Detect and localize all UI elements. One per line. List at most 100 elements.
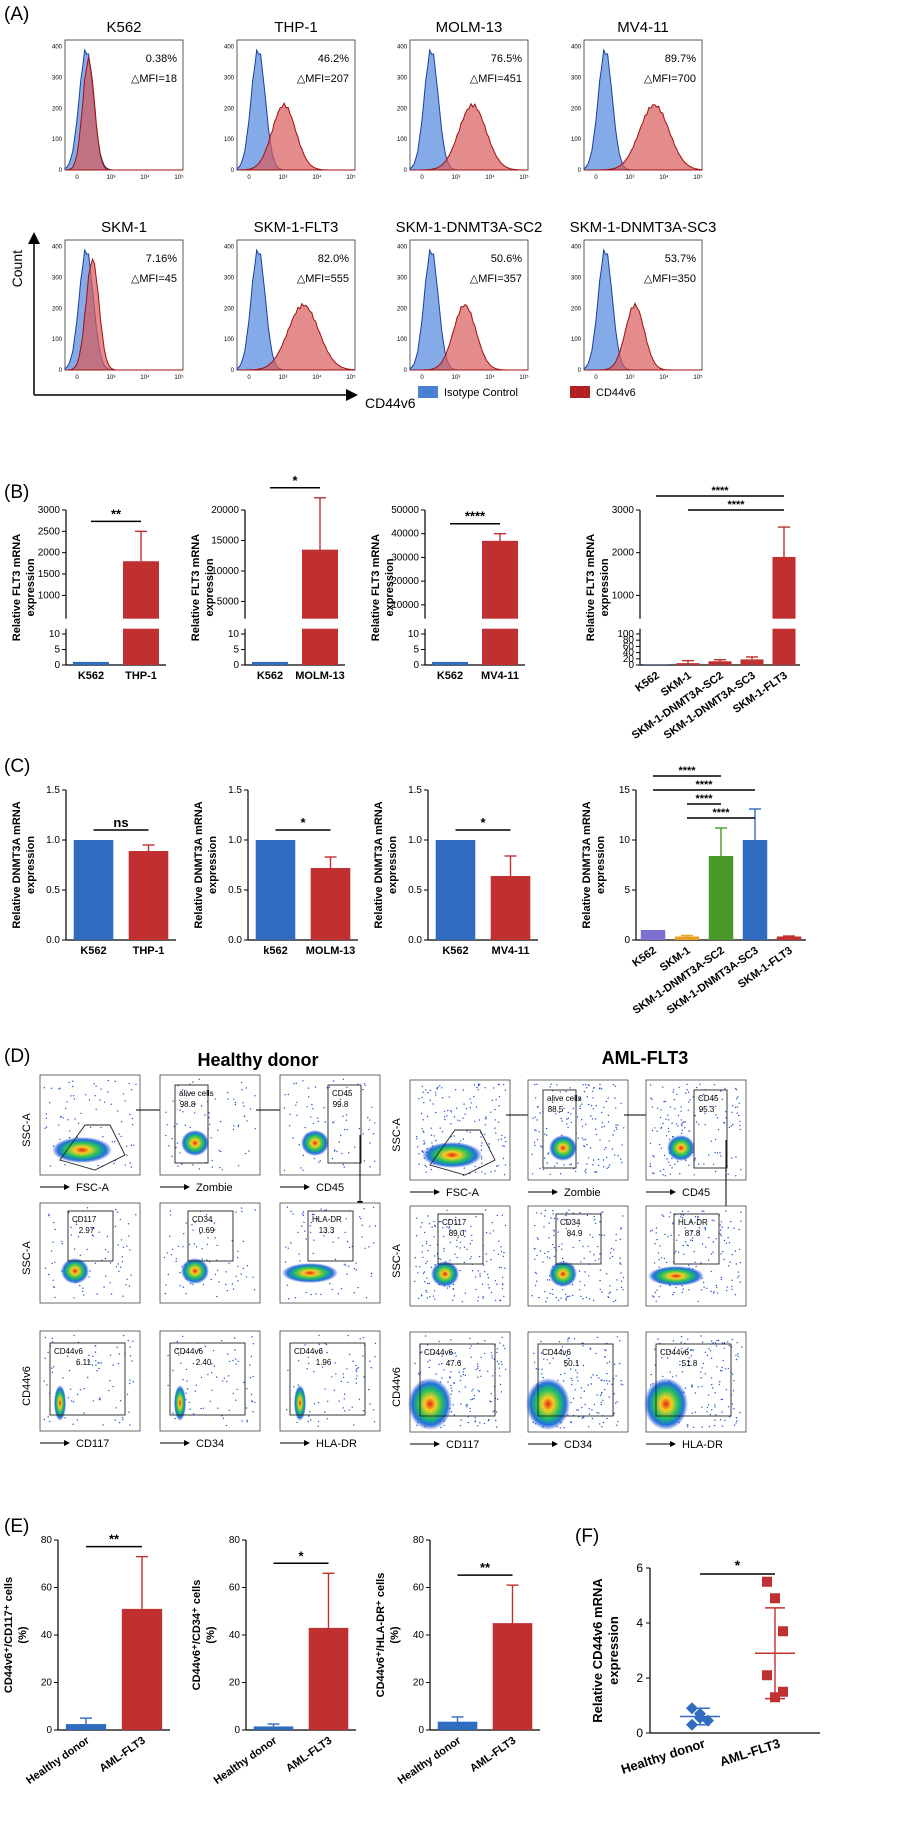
event-dot <box>242 1267 244 1270</box>
event-dot <box>739 1128 741 1131</box>
event-dot <box>317 1425 319 1427</box>
event-dot <box>674 1163 676 1166</box>
event-dot <box>735 1087 737 1090</box>
event-dot <box>77 1236 80 1238</box>
event-dot <box>132 1340 134 1343</box>
event-dot <box>593 1254 595 1256</box>
histogram-xtick: 0 <box>594 375 598 381</box>
event-dot <box>582 1416 584 1418</box>
event-dot <box>318 1334 320 1337</box>
event-dot <box>458 1371 460 1373</box>
event-dot <box>606 1156 608 1159</box>
event-dot <box>232 1128 235 1131</box>
event-dot <box>180 1091 182 1093</box>
event-dot <box>544 1157 546 1159</box>
event-dot <box>252 1343 254 1345</box>
y-axis-label-cont: expression <box>25 558 37 616</box>
event-dot <box>100 1362 102 1364</box>
event-dot <box>214 1229 216 1231</box>
event-dot <box>288 1125 291 1127</box>
event-dot <box>210 1372 213 1374</box>
event-dot <box>534 1144 536 1147</box>
event-dot <box>452 1288 454 1290</box>
event-dot <box>716 1286 718 1289</box>
event-dot <box>233 1098 235 1101</box>
event-dot <box>342 1376 345 1379</box>
event-dot <box>83 1412 85 1414</box>
event-dot <box>692 1096 694 1098</box>
y-axis-label-cont: expression <box>595 836 607 894</box>
significance-label: **** <box>678 765 696 777</box>
event-dot <box>568 1235 570 1237</box>
event-dot <box>53 1366 55 1368</box>
event-dot <box>300 1167 302 1169</box>
event-dot <box>287 1093 289 1096</box>
event-dot <box>126 1278 128 1280</box>
event-dot <box>735 1358 738 1361</box>
category-label: K562 <box>257 670 283 682</box>
event-dot <box>738 1228 740 1231</box>
event-dot <box>544 1215 546 1217</box>
event-dot <box>554 1165 556 1167</box>
event-dot <box>179 1272 181 1274</box>
event-dot <box>565 1365 567 1367</box>
event-dot <box>552 1357 554 1360</box>
event-dot <box>51 1371 53 1374</box>
event-dot <box>568 1209 570 1211</box>
event-dot <box>284 1094 286 1096</box>
event-dot <box>189 1126 191 1129</box>
histogram-ytick: 0 <box>404 368 408 374</box>
event-dot <box>315 1293 317 1295</box>
event-dot <box>470 1256 472 1258</box>
event-dot <box>552 1293 554 1295</box>
event-dot <box>561 1346 564 1348</box>
event-dot <box>363 1083 366 1085</box>
event-dot <box>245 1407 248 1409</box>
event-dot <box>738 1248 741 1251</box>
event-dot <box>498 1363 500 1365</box>
event-dot <box>602 1211 604 1213</box>
event-dot <box>576 1116 579 1118</box>
event-dot <box>485 1116 487 1118</box>
event-dot <box>697 1215 699 1218</box>
event-dot <box>502 1084 505 1086</box>
event-dot <box>459 1269 461 1272</box>
event-dot <box>553 1234 555 1237</box>
histogram-ytick: 300 <box>397 75 408 81</box>
event-dot <box>737 1276 739 1279</box>
event-dot <box>479 1273 481 1275</box>
event-dot <box>570 1163 572 1165</box>
event-dot <box>549 1105 551 1108</box>
event-dot <box>698 1227 701 1229</box>
event-dot <box>570 1377 572 1380</box>
event-dot <box>691 1385 693 1388</box>
gate-value: 13.3 <box>319 1226 335 1235</box>
event-dot <box>607 1296 609 1298</box>
event-dot <box>539 1250 542 1252</box>
event-dot <box>676 1123 678 1125</box>
event-dot <box>687 1338 689 1341</box>
event-dot <box>596 1394 598 1396</box>
event-dot <box>490 1171 492 1173</box>
event-dot <box>701 1385 703 1388</box>
gate-name: CD44v6 <box>660 1348 689 1357</box>
event-dot <box>202 1407 205 1410</box>
event-dot <box>422 1272 425 1275</box>
event-dot <box>309 1411 311 1413</box>
event-dot <box>681 1364 684 1367</box>
event-dot <box>736 1098 738 1100</box>
event-dot <box>540 1340 542 1343</box>
event-dot <box>495 1132 497 1134</box>
event-dot <box>558 1111 561 1114</box>
event-dot <box>254 1128 256 1130</box>
event-dot <box>348 1409 351 1411</box>
event-dot <box>463 1229 465 1232</box>
event-dot <box>565 1227 567 1230</box>
event-dot <box>324 1121 326 1123</box>
event-dot <box>96 1370 98 1372</box>
y-axis-label: CD44v6⁺/HLA-DR⁺ cells <box>375 1573 387 1698</box>
event-dot <box>359 1338 361 1340</box>
